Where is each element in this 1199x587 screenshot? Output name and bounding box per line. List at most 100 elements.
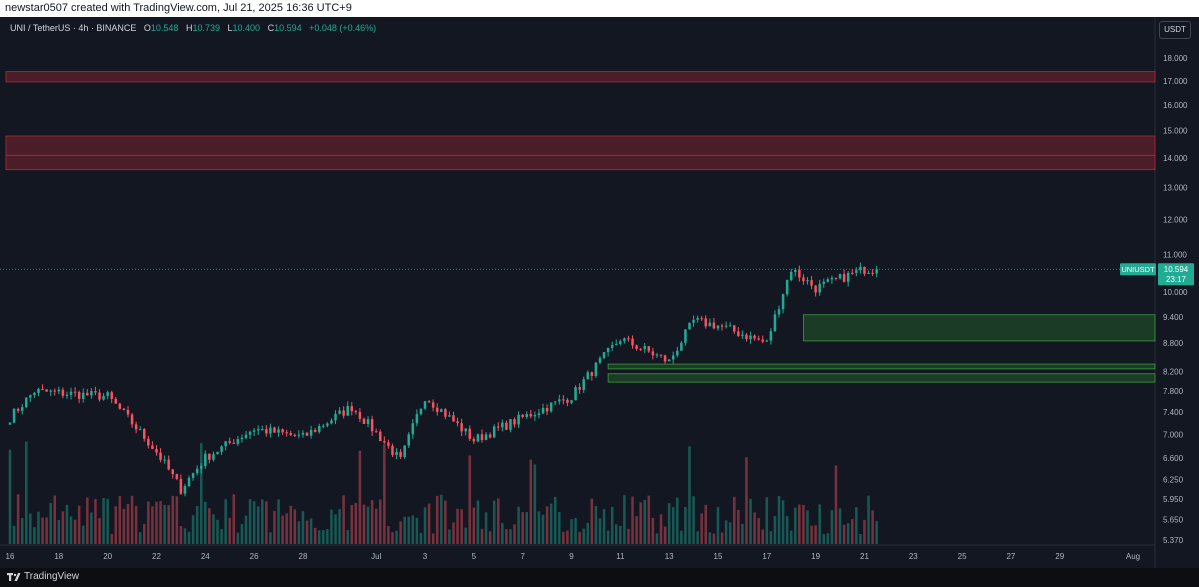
candle-body: [49, 390, 52, 392]
candle-body: [708, 322, 712, 327]
price-label-bg: [1158, 263, 1194, 286]
price-tick-label: 11.000: [1163, 250, 1187, 259]
high-label: H: [185, 23, 193, 33]
currency-button[interactable]: USDT: [1159, 21, 1191, 39]
support-zone: [803, 314, 1156, 342]
candle-body: [875, 269, 878, 274]
volume-bar: [635, 516, 638, 544]
time-tick-label: 3: [423, 552, 428, 561]
volume-bar: [867, 495, 870, 544]
volume-bar: [114, 506, 118, 544]
volume-bar: [676, 497, 679, 544]
volume-bar: [73, 519, 77, 544]
candle-body: [8, 422, 12, 425]
volume-bar: [195, 505, 199, 544]
price-tick-label: 16.000: [1163, 101, 1188, 110]
candle-body: [228, 441, 231, 443]
time-tick-label: 18: [54, 552, 63, 561]
volume-bar: [444, 500, 447, 544]
candle-body: [130, 414, 134, 425]
candle-body: [696, 318, 699, 320]
volume-bar: [171, 495, 175, 544]
candle-body: [183, 486, 187, 494]
candle-body: [598, 358, 602, 363]
chart-pane[interactable]: 18.000 17.000 16.000 15.000 14.000 13.000 12.0…: [0, 17, 1199, 568]
candle-body: [53, 390, 57, 392]
candle-body: [545, 408, 549, 412]
volume-bar: [90, 512, 93, 544]
volume-bar: [460, 509, 463, 544]
resistance-zone: [5, 154, 1156, 171]
time-tick-label: Jul: [371, 552, 381, 561]
candle-body: [476, 434, 480, 442]
candle-body: [582, 379, 585, 390]
candle-body: [45, 389, 48, 392]
volume-bar: [488, 531, 492, 544]
candle-body: [77, 392, 81, 399]
candle-body: [122, 408, 126, 410]
change-value: +0.048 (+0.46%): [309, 23, 377, 33]
volume-bar: [558, 512, 561, 544]
candle-body: [802, 277, 805, 282]
time-tick-label: 11: [616, 552, 625, 561]
volume-bar: [753, 512, 756, 544]
candle-body: [480, 434, 484, 441]
volume-bar: [403, 516, 406, 544]
candle-body: [655, 354, 659, 356]
volume-bar: [728, 522, 732, 544]
candle-body: [374, 431, 378, 433]
volume-bar: [696, 531, 699, 544]
price-chart[interactable]: 18.000 17.000 16.000 15.000 14.000 13.000 12.0…: [0, 17, 1199, 568]
candle-body: [147, 438, 150, 446]
volume-bar: [57, 520, 61, 544]
candle-body: [765, 340, 769, 342]
volume-bar: [525, 511, 529, 544]
volume-bar: [619, 525, 622, 544]
candle-body: [789, 271, 793, 281]
candle-body: [195, 468, 199, 474]
candle-body: [558, 399, 561, 402]
volume-bar: [834, 465, 838, 544]
candle-body: [167, 459, 170, 470]
volume-bar: [537, 511, 541, 544]
candle-body: [834, 277, 838, 279]
candle-body: [806, 280, 809, 282]
volume-bar: [265, 501, 268, 544]
candle-body: [639, 348, 642, 350]
candle-body: [65, 394, 69, 396]
volume-bar: [680, 530, 683, 544]
volume-bar: [143, 523, 146, 544]
volume-bar: [708, 532, 712, 544]
time-tick-label: 17: [762, 552, 771, 561]
candle-body: [501, 422, 504, 428]
price-tick-label: 15.000: [1163, 127, 1188, 136]
volume-bar: [415, 517, 419, 544]
volume-bar: [566, 530, 569, 544]
volume-bar: [732, 496, 736, 544]
candle-body: [317, 425, 321, 432]
volume-bar: [411, 515, 415, 544]
candle-body: [159, 452, 162, 460]
candle-body: [293, 434, 297, 436]
candle-body: [728, 325, 732, 327]
volume-bar: [383, 444, 386, 544]
attribution-text: newstar0507 created with TradingView.com…: [5, 2, 352, 14]
symbol-title: UNI / TetherUS · 4h · BINANCE: [10, 23, 137, 33]
volume-bar: [110, 533, 113, 544]
candle-body: [285, 432, 288, 434]
candle-body: [777, 309, 781, 315]
candle-body: [529, 414, 533, 417]
tradingview-brand[interactable]: TradingView: [7, 571, 79, 582]
volume-bar: [781, 500, 785, 544]
candle-body: [525, 414, 529, 417]
price-tick-label: 10.000: [1163, 288, 1188, 297]
symbol-label-bg: [1120, 263, 1156, 276]
candle-body: [338, 410, 341, 414]
price-tick-label: 5.370: [1163, 536, 1184, 545]
volume-bar: [399, 521, 402, 544]
candle-body: [256, 429, 260, 431]
volume-bar: [492, 500, 496, 544]
volume-bar: [37, 511, 40, 544]
candle-body: [448, 415, 451, 417]
volume-bar: [8, 449, 12, 544]
